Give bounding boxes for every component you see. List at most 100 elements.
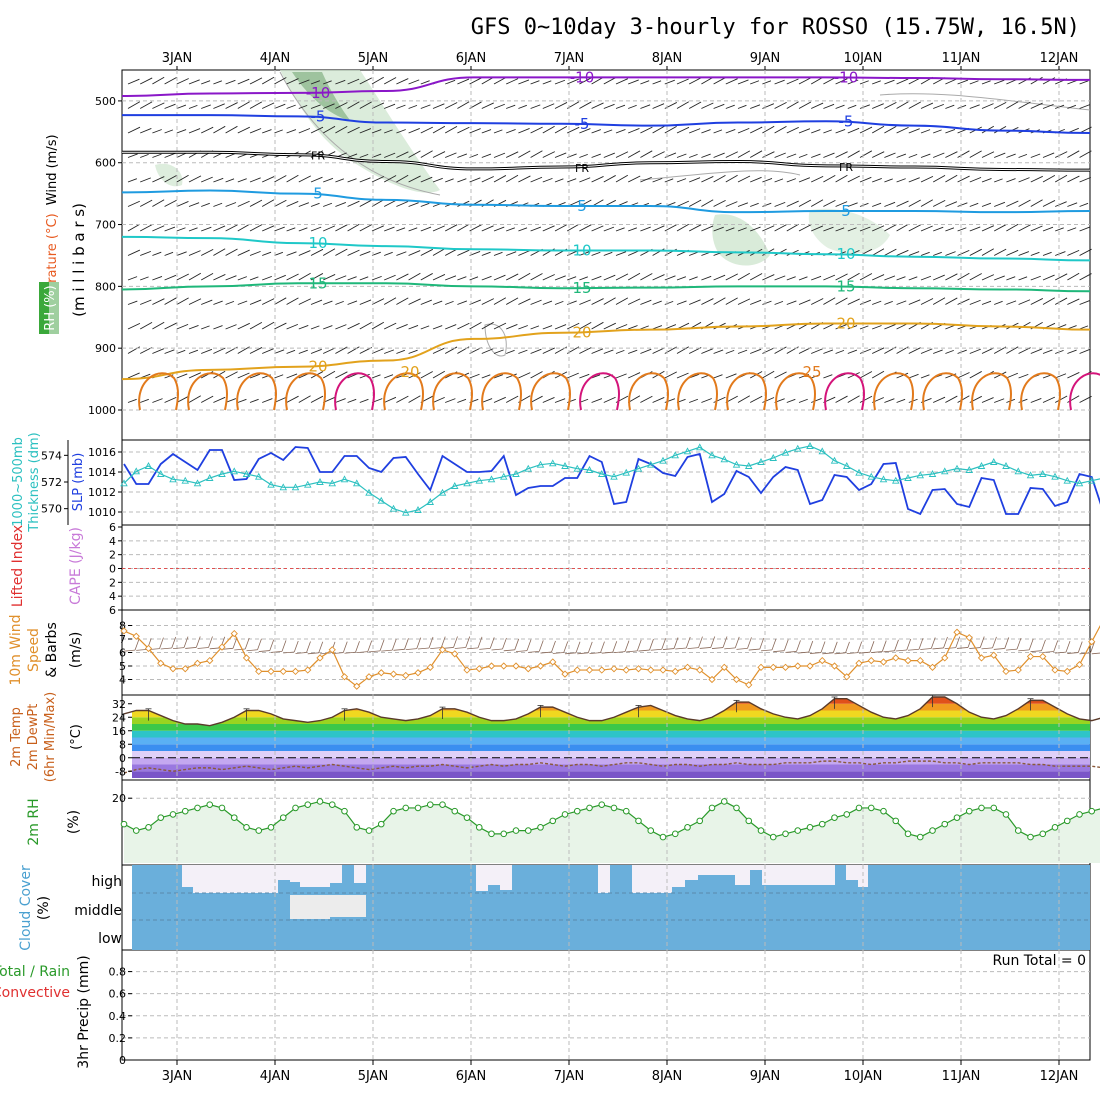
wind10-point: [304, 666, 312, 674]
rh2m-panel: 20: [112, 780, 1100, 865]
wind-barb: [762, 125, 775, 134]
wind-barb: [969, 176, 982, 183]
wind-barb: [896, 153, 907, 158]
wind-barb: [530, 126, 543, 134]
isotherm-label: -10: [570, 68, 595, 86]
wind-barb: [384, 103, 396, 109]
thickness-point: [242, 470, 251, 477]
rh2m-point: [573, 807, 581, 815]
thickness-point: [1014, 467, 1023, 475]
cloud-side-labels: Cloud Cover (%) high middle low: [18, 865, 122, 951]
wind10-barb-flag: [992, 636, 997, 649]
thickness-point: [683, 447, 692, 455]
wind-barb: [200, 273, 214, 281]
wind-barb: [1042, 226, 1054, 232]
temp-bands: [132, 697, 1090, 778]
wind10-barb-staff: [1067, 652, 1079, 654]
wind10-point: [953, 628, 961, 636]
thickness-point: [708, 451, 716, 459]
wind-barb: [981, 274, 995, 281]
wind10-barb-flag: [673, 637, 679, 649]
wind-barb: [530, 299, 542, 305]
cloud-middle-label: middle: [74, 903, 122, 919]
wind10-barb-flag: [538, 640, 544, 652]
wind-barb: [1006, 101, 1019, 109]
wind-barb: [188, 128, 201, 134]
wind10-barb-flag: [771, 638, 777, 650]
wind-barb: [469, 177, 481, 183]
wind10-point: [438, 646, 447, 654]
wind10-barb-staff: [123, 649, 136, 652]
wind-barb: [835, 273, 848, 281]
wind-barb: [127, 276, 138, 281]
wind-barb: [749, 273, 763, 281]
wind-barb: [628, 227, 638, 232]
wind10-barb-staff: [344, 651, 356, 654]
wind10-barb-staff: [638, 649, 650, 652]
rh2m-point: [524, 827, 532, 834]
wind-barb: [286, 129, 297, 134]
wind-barb: [591, 225, 604, 232]
wind-barb: [591, 251, 601, 256]
wind10-barb-flag: [404, 638, 409, 650]
wind-barb: [750, 80, 760, 85]
thickness-point: [512, 470, 520, 477]
wind-barb: [1006, 300, 1017, 305]
wind-barb: [274, 175, 287, 183]
wind-barb: [664, 224, 677, 232]
high-cloud: [632, 865, 672, 893]
wind-barb: [933, 274, 945, 281]
wind-barb: [127, 101, 141, 109]
wind-barb: [920, 348, 933, 354]
wind-barb: [762, 177, 773, 183]
wind10-barb-staff: [270, 650, 283, 653]
wind-barb: [859, 273, 873, 281]
wind-barb: [872, 347, 885, 354]
wind-barb: [579, 299, 591, 305]
thickness-point: [855, 468, 863, 476]
wind-barb: [859, 226, 871, 232]
wind-barb: [640, 150, 653, 158]
wind-barb: [993, 101, 1007, 109]
wind-barb: [933, 349, 943, 354]
wind10-point: [169, 665, 177, 673]
rh2m-point: [892, 817, 900, 825]
rh-side-labels: 2m RH (%): [26, 798, 82, 845]
wind-barb: [701, 199, 714, 207]
wind10-barb-staff: [234, 648, 246, 651]
wind-barb: [457, 322, 470, 330]
high-cloud: [735, 865, 750, 885]
wind-barb: [481, 129, 492, 134]
rh2m-point: [929, 827, 936, 834]
wind-barb: [164, 199, 177, 207]
wind-barb: [884, 178, 893, 183]
wind10-barb-flag: [465, 636, 471, 648]
wind-barb: [213, 202, 223, 207]
wind-barb: [506, 151, 519, 158]
dewpoint-line: [123, 760, 1100, 774]
wind10-barb-staff: [785, 651, 797, 653]
thick-side-labels: 1000~500mb Thickness (dm) SLP (mb): [11, 432, 86, 532]
cloud-high-label: high: [91, 874, 122, 890]
wind10-point: [120, 627, 128, 635]
wind-barb: [945, 297, 958, 305]
wind-barb: [176, 174, 189, 183]
wind-barb: [530, 80, 540, 85]
rh2m-point: [512, 827, 520, 834]
high-cloud: [672, 865, 685, 887]
bottom-day-label: 12JAN: [1040, 1069, 1079, 1084]
wind10-barb-staff: [258, 650, 270, 652]
wind-barb: [505, 395, 519, 403]
wind10-barb-flag: [759, 637, 765, 650]
rh2m-point: [831, 814, 838, 821]
isotherm-15: [121, 282, 1091, 293]
wind-barb: [420, 202, 430, 207]
wind-barb: [994, 275, 1005, 281]
wind-barb: [505, 174, 519, 183]
wind-barb: [493, 297, 507, 305]
wind10-point: [1014, 666, 1022, 674]
wind-barb: [811, 153, 821, 158]
wind-barb: [554, 224, 568, 232]
rh2m-point: [279, 814, 287, 821]
